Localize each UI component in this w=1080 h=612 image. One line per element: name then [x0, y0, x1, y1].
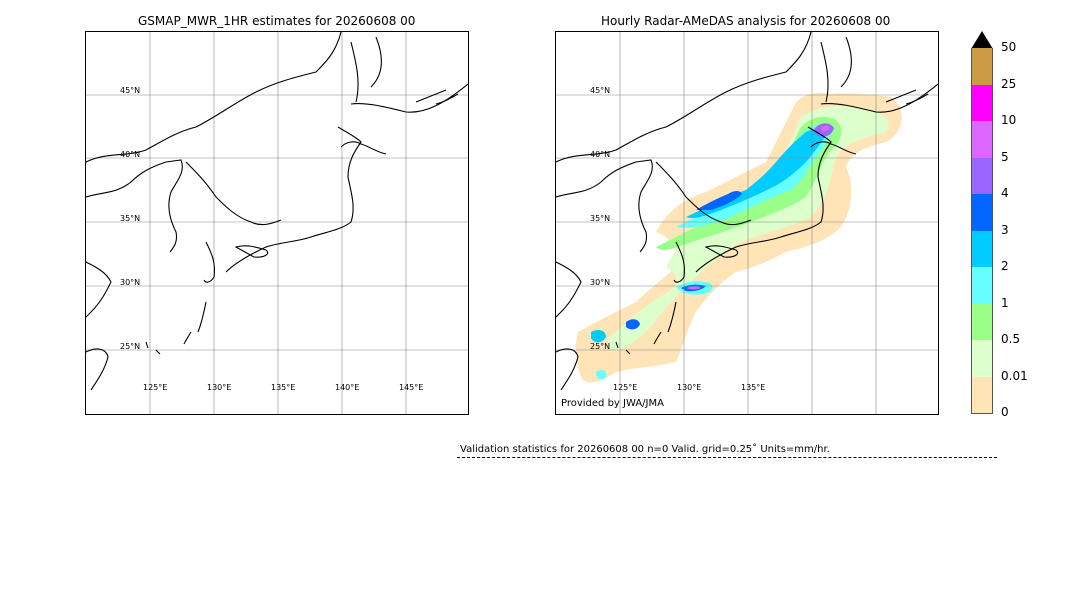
lon-label: 125°E: [143, 383, 167, 392]
lat-label: 25°N: [590, 342, 610, 351]
colorbar-tick-label: 3: [1001, 222, 1009, 237]
left-lon-labels: 125°E 130°E 135°E 140°E 145°E: [143, 383, 423, 392]
stats-divider: [457, 457, 997, 458]
lon-label: 140°E: [335, 383, 359, 392]
right-map-panel: 45°N 40°N 35°N 30°N 25°N 125°E 130°E 135…: [555, 31, 939, 415]
colorbar-segment: [971, 48, 993, 85]
left-coastlines: [86, 32, 468, 391]
left-lat-labels: 45°N 40°N 35°N 30°N 25°N: [120, 86, 140, 351]
lat-label: 30°N: [590, 278, 610, 287]
data-credit: Provided by JWA/JMA: [561, 398, 664, 409]
precip-field: [575, 92, 902, 383]
left-map-svg: 45°N 40°N 35°N 30°N 25°N 125°E 130°E 135…: [86, 32, 468, 414]
lon-label: 145°E: [399, 383, 423, 392]
left-map-title: GSMAP_MWR_1HR estimates for 20260608 00: [138, 14, 416, 28]
colorbar-tick-label: 10: [1001, 113, 1017, 127]
lon-label: 135°E: [741, 383, 765, 392]
colorbar-tick-label: 4: [1001, 186, 1009, 200]
validation-statistics: Validation statistics for 20260608 00 n=…: [460, 444, 830, 455]
colorbar-tick-label: 1: [1001, 295, 1009, 310]
left-gridlines: [86, 32, 468, 414]
right-map-title: Hourly Radar-AMeDAS analysis for 2026060…: [601, 14, 891, 28]
lat-label: 35°N: [120, 214, 140, 223]
right-lat-labels: 45°N 40°N 35°N 30°N 25°N: [590, 86, 610, 351]
lat-label: 40°N: [120, 150, 140, 159]
right-lon-labels: 125°E 130°E 135°E: [613, 383, 765, 392]
colorbar-tick-label: 0: [1001, 405, 1009, 419]
right-map-svg: 45°N 40°N 35°N 30°N 25°N 125°E 130°E 135…: [556, 32, 938, 414]
colorbar-tick-label: 0.01: [1001, 368, 1028, 383]
colorbar-segment: [971, 157, 993, 194]
lat-label: 45°N: [120, 86, 140, 95]
lat-label: 40°N: [590, 150, 610, 159]
lat-label: 25°N: [120, 342, 140, 351]
colorbar-tick-label: 2: [1001, 259, 1009, 273]
colorbar-extend-arrow: [971, 31, 993, 49]
colorbar-segment: [971, 230, 993, 267]
lon-label: 135°E: [271, 383, 295, 392]
colorbar-tick-label: 0.5: [1001, 332, 1021, 346]
colorbar-scale: [971, 48, 993, 414]
right-coastlines: [556, 32, 938, 391]
lon-label: 125°E: [613, 383, 637, 392]
left-map-panel: 45°N 40°N 35°N 30°N 25°N 125°E 130°E 135…: [85, 31, 469, 415]
colorbar-segment: [971, 376, 993, 413]
lat-label: 30°N: [120, 278, 140, 287]
colorbar-tick-label: 50: [1001, 40, 1017, 54]
colorbar-tick-label: 5: [1001, 149, 1009, 164]
lon-label: 130°E: [677, 383, 701, 392]
colorbar-segment: [971, 340, 993, 377]
lat-label: 35°N: [590, 214, 610, 223]
colorbar-segment: [971, 267, 993, 304]
colorbar-tick-label: 25: [1001, 76, 1017, 91]
lon-label: 130°E: [207, 383, 231, 392]
colorbar-segment: [971, 303, 993, 340]
colorbar-segment: [971, 194, 993, 231]
lat-label: 45°N: [590, 86, 610, 95]
colorbar-segment: [971, 84, 993, 121]
colorbar-segment: [971, 121, 993, 158]
